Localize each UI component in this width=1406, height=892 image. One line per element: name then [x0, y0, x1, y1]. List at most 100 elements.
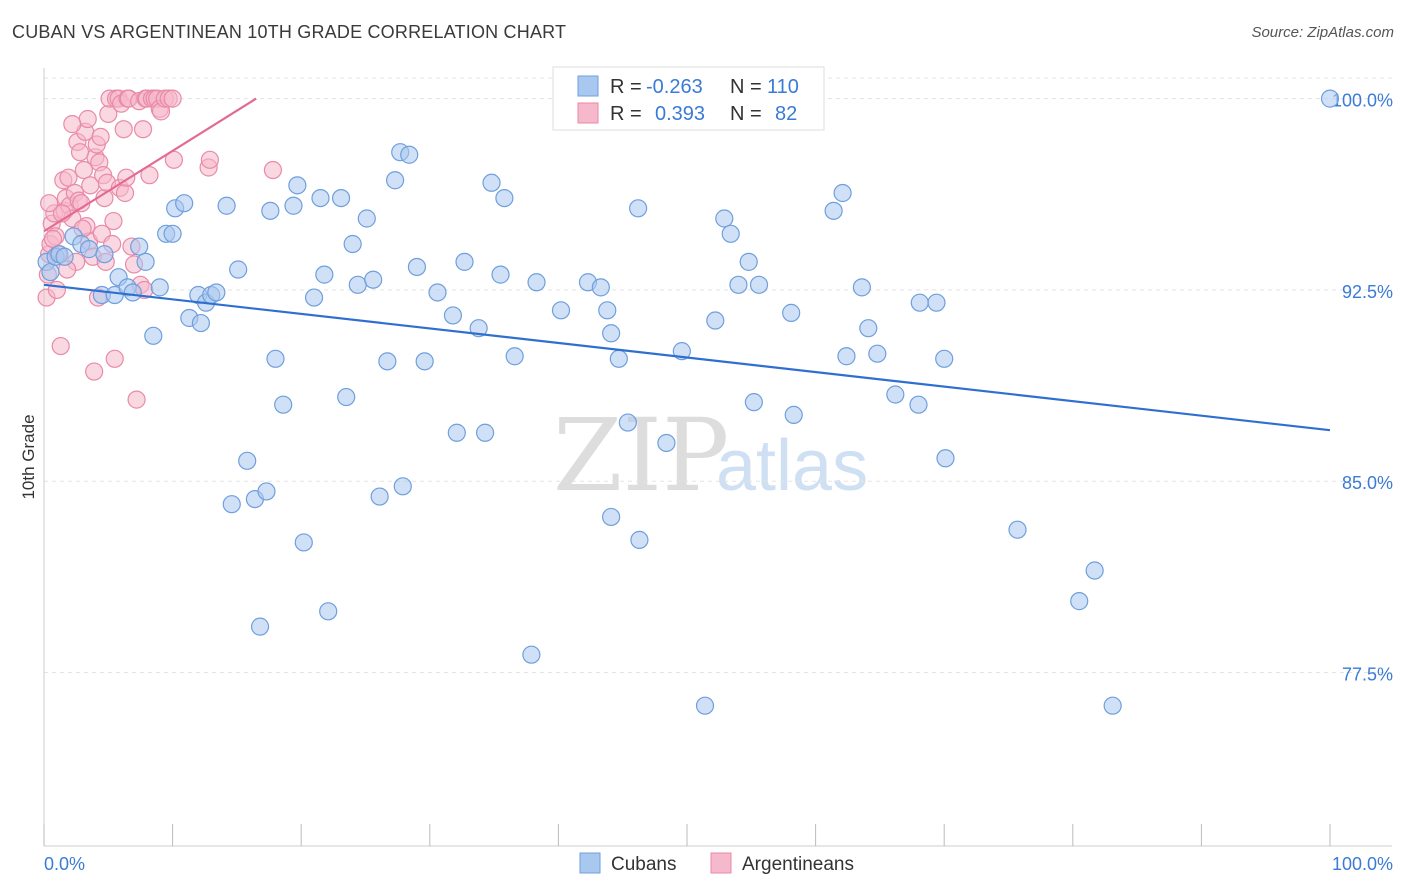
legend-swatch-cubans: [577, 75, 599, 97]
y-tick-labels: 77.5% 85.0% 92.5% 100.0%: [1332, 91, 1393, 685]
cubans-point: [257, 482, 276, 501]
cubans-point: [1085, 561, 1104, 580]
cubans-point: [859, 319, 878, 338]
cubans-point: [629, 199, 648, 218]
legend-r-label-argentineans: R =: [610, 103, 642, 125]
cubans-point: [284, 196, 303, 215]
cubans-point: [123, 283, 142, 302]
cubans-point: [250, 617, 270, 636]
argentineans-point: [63, 115, 82, 134]
y-tick-label: 92.5%: [1342, 282, 1393, 302]
trend-lines: [43, 97, 1331, 432]
bottom-legend-label-cubans: Cubans: [611, 854, 677, 875]
cubans-point: [130, 237, 149, 256]
cubans-point: [343, 234, 362, 254]
cubans-point: [150, 278, 169, 297]
cubans-point: [95, 245, 114, 264]
cubans-point: [385, 171, 405, 190]
cubans-point: [261, 201, 280, 220]
argentineans-point: [104, 211, 123, 231]
cubans-point: [311, 188, 330, 208]
cubans-point: [357, 209, 376, 228]
cubans-point: [319, 602, 338, 621]
cubans-point: [749, 275, 769, 294]
argentineans-point: [70, 143, 90, 162]
cubans-point: [288, 176, 307, 195]
watermark-atlas: atlas: [716, 426, 868, 506]
cubans-point: [886, 385, 905, 404]
argentineans-point: [105, 349, 124, 368]
argentineans-point: [115, 183, 135, 203]
cubans-point: [824, 201, 843, 220]
cubans-point: [527, 273, 546, 292]
argentineans-point: [140, 166, 159, 185]
cubans-point: [602, 324, 621, 343]
cubans-point: [443, 306, 463, 325]
bottom-legend: Cubans Argentineans: [579, 852, 854, 875]
chart-source: Source: ZipAtlas.com: [1251, 24, 1394, 41]
cubans-point: [721, 224, 740, 243]
argentineans-point: [59, 168, 78, 187]
cubans-point: [505, 347, 524, 366]
cubans-point: [304, 288, 324, 307]
cubans-point: [782, 303, 801, 322]
cubans-point: [274, 395, 293, 414]
watermark: ZIP atlas: [553, 397, 868, 514]
cubans-point: [729, 275, 748, 294]
cubans-point: [609, 349, 628, 368]
cubans-point: [370, 487, 389, 506]
cubans-point: [315, 265, 334, 284]
cubans-point: [482, 173, 501, 192]
cubans-point: [1320, 89, 1340, 108]
cubans-point: [136, 252, 155, 271]
cubans-point: [348, 275, 367, 294]
cubans-point: [144, 326, 163, 345]
cubans-point: [191, 313, 210, 333]
cubans-point: [428, 283, 447, 302]
argentineans-point: [133, 120, 153, 139]
cubans-point: [657, 433, 676, 453]
cubans-point: [591, 278, 610, 297]
cubans-point: [935, 349, 954, 368]
cubans-point: [364, 270, 383, 289]
cubans-point: [910, 293, 929, 312]
cubans-point: [551, 301, 571, 320]
argentineans-point: [85, 362, 104, 381]
cubans-point: [744, 393, 763, 412]
cubans-point: [415, 352, 434, 371]
cubans-point: [475, 423, 495, 442]
cubans-point: [294, 533, 313, 552]
x-ticks: [43, 824, 1331, 846]
argentineans-point: [43, 229, 63, 249]
cubans-point: [393, 477, 412, 496]
legend-r-value-argentineans: 0.393: [655, 103, 705, 125]
legend-n-label-argentineans: N =: [730, 103, 762, 125]
cubans-point: [331, 188, 351, 208]
cubans-point: [598, 301, 617, 320]
argentineans-point: [74, 160, 93, 180]
legend-r-label-cubans: R =: [610, 76, 642, 98]
argentineans-point: [78, 109, 97, 129]
cubans-point: [618, 413, 637, 432]
argentineans-point: [163, 89, 182, 108]
cubans-point: [217, 196, 236, 215]
argentineans-point: [40, 194, 59, 213]
cubans-point: [207, 283, 226, 302]
cubans-point: [447, 423, 466, 442]
cubans-point: [337, 387, 356, 407]
legend-r-value-cubans: -0.263: [646, 76, 703, 98]
cubans-point: [852, 278, 871, 297]
argentineans-point: [127, 390, 146, 409]
bottom-legend-swatch-argentineans: [710, 852, 732, 874]
cubans-point: [163, 224, 182, 243]
cubans-point: [238, 451, 257, 470]
x-tick-label-min: 0.0%: [44, 854, 85, 874]
legend-n-value-cubans: 110: [767, 76, 799, 98]
cubans-point: [706, 311, 725, 330]
watermark-zip: ZIP: [553, 397, 729, 514]
bottom-legend-swatch-cubans: [579, 852, 601, 874]
cubans-point: [784, 405, 803, 425]
cubans-point: [522, 645, 541, 664]
cubans-point: [55, 247, 74, 266]
